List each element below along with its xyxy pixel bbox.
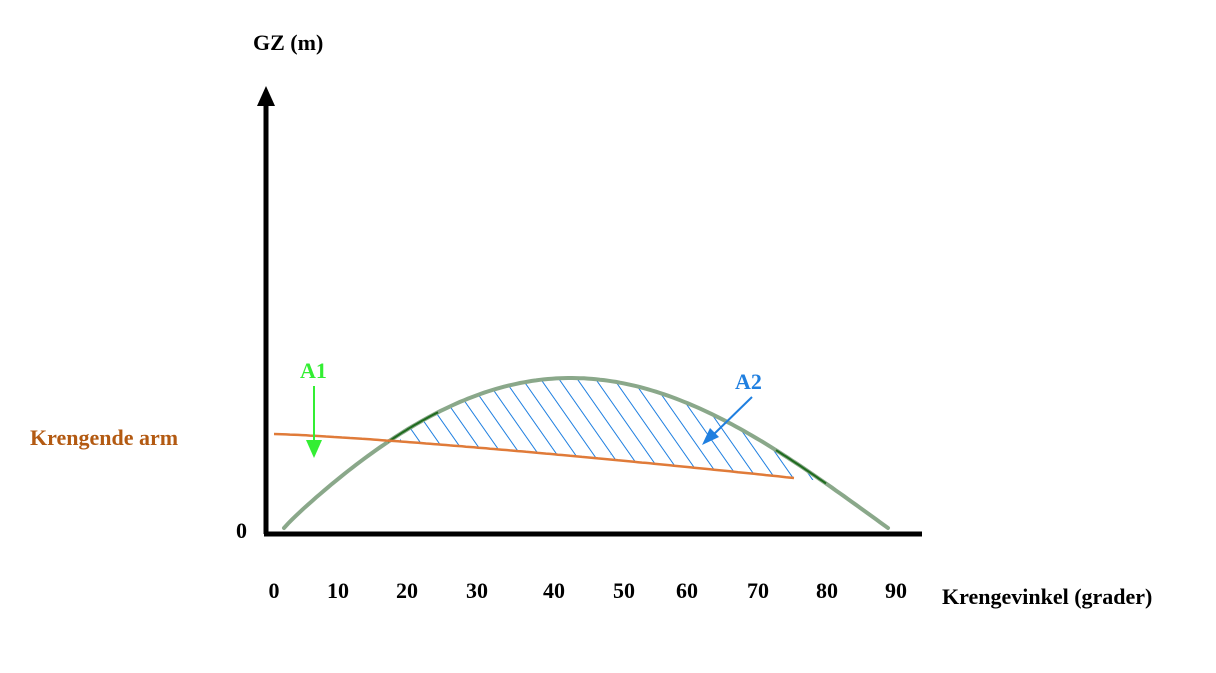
x-tick-label: 90 xyxy=(885,578,907,603)
origin-label: 0 xyxy=(236,518,247,543)
area-a1-label: A1 xyxy=(300,358,327,383)
arrow-diagonal-icon xyxy=(702,396,753,445)
heeling-arm-line xyxy=(273,432,795,480)
x-tick-label: 30 xyxy=(466,578,488,603)
x-tick-label: 70 xyxy=(747,578,769,603)
x-tick-label: 60 xyxy=(676,578,698,603)
x-axis-label: Krengevinkel (grader) xyxy=(942,584,1153,609)
gz-curve-crossing-segment xyxy=(387,411,439,443)
y-axis-label: GZ (m) xyxy=(253,30,324,55)
area-a2-label: A2 xyxy=(735,369,762,394)
x-tick-label: 50 xyxy=(613,578,635,603)
gz-curve-crossing-segment xyxy=(775,449,827,485)
y-axis-arrow-icon xyxy=(257,86,275,106)
x-tick-label: 40 xyxy=(543,578,565,603)
x-tick-label: 0 xyxy=(268,578,280,603)
arrow-down-icon xyxy=(306,386,322,458)
x-tick-label: 20 xyxy=(396,578,418,603)
x-tick-label: 10 xyxy=(327,578,349,603)
heeling-arm-label: Krengende arm xyxy=(30,425,179,450)
x-tick-label: 80 xyxy=(816,578,838,603)
